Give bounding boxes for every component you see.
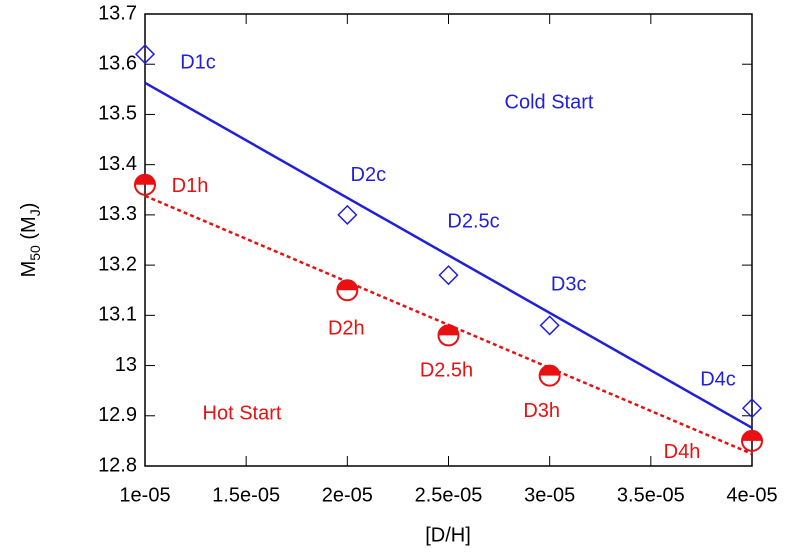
circle-outline (134, 173, 156, 196)
x-tick-label: 3.5e-05 (617, 484, 685, 506)
y-tick-label: 13.6 (98, 53, 137, 75)
point-label: D1c (180, 51, 216, 73)
point-label: D4h (664, 441, 701, 463)
y-tick-label: 13.7 (98, 2, 137, 24)
point-label: D2c (351, 164, 387, 186)
y-label-part: 50 (27, 245, 43, 261)
y-label-part: J (27, 209, 43, 216)
point-label: D2.5h (420, 360, 473, 382)
y-tick-label: 13.1 (98, 304, 137, 326)
annotation: Cold Start (505, 91, 594, 113)
y-tick-label: 13.4 (98, 153, 137, 175)
y-label-part: M (18, 261, 40, 278)
point-label: D2h (328, 318, 365, 340)
y-tick-label: 12.8 (98, 454, 137, 476)
circle-outline (336, 279, 359, 302)
point-label: D4c (700, 369, 736, 391)
diamond-marker (438, 265, 459, 286)
half-circle-marker (438, 325, 459, 336)
x-tick-label: 2e-05 (322, 484, 373, 506)
y-axis-label: M50 (MJ) (18, 203, 42, 278)
x-axis-label: [D/H] (425, 524, 471, 546)
x-tick-label: 4e-05 (726, 484, 777, 506)
y-tick-label: 13.3 (98, 203, 137, 225)
y-tick-label: 12.9 (98, 404, 137, 426)
half-circle-marker (742, 430, 762, 441)
x-tick-label: 2.5e-05 (415, 484, 483, 506)
diamond-marker (337, 204, 358, 225)
y-tick-label: 13 (115, 354, 137, 376)
x-tick-label: 1e-05 (119, 484, 170, 506)
point-label: D1h (172, 175, 209, 197)
x-tick-label: 1.5e-05 (212, 484, 280, 506)
circle-outline (741, 429, 763, 452)
circle-outline (538, 364, 561, 387)
annotation: Hot Start (203, 402, 282, 424)
half-circle-marker (539, 365, 560, 376)
y-label-part: ) (18, 203, 40, 210)
y-tick-label: 13.5 (98, 103, 137, 125)
y-label-part: (M (18, 216, 40, 245)
point-label: D2.5c (447, 210, 499, 232)
diamond-marker (539, 315, 560, 336)
half-circle-marker (135, 174, 155, 185)
x-tick-label: 3e-05 (524, 484, 575, 506)
fit-line (144, 81, 753, 429)
plot-frame (144, 13, 753, 467)
point-label: D3h (523, 400, 560, 422)
diamond-marker (741, 398, 763, 419)
point-label: D3c (551, 274, 587, 296)
fit-line (144, 194, 753, 456)
diamond-marker (134, 44, 156, 65)
y-tick-label: 13.2 (98, 253, 137, 275)
